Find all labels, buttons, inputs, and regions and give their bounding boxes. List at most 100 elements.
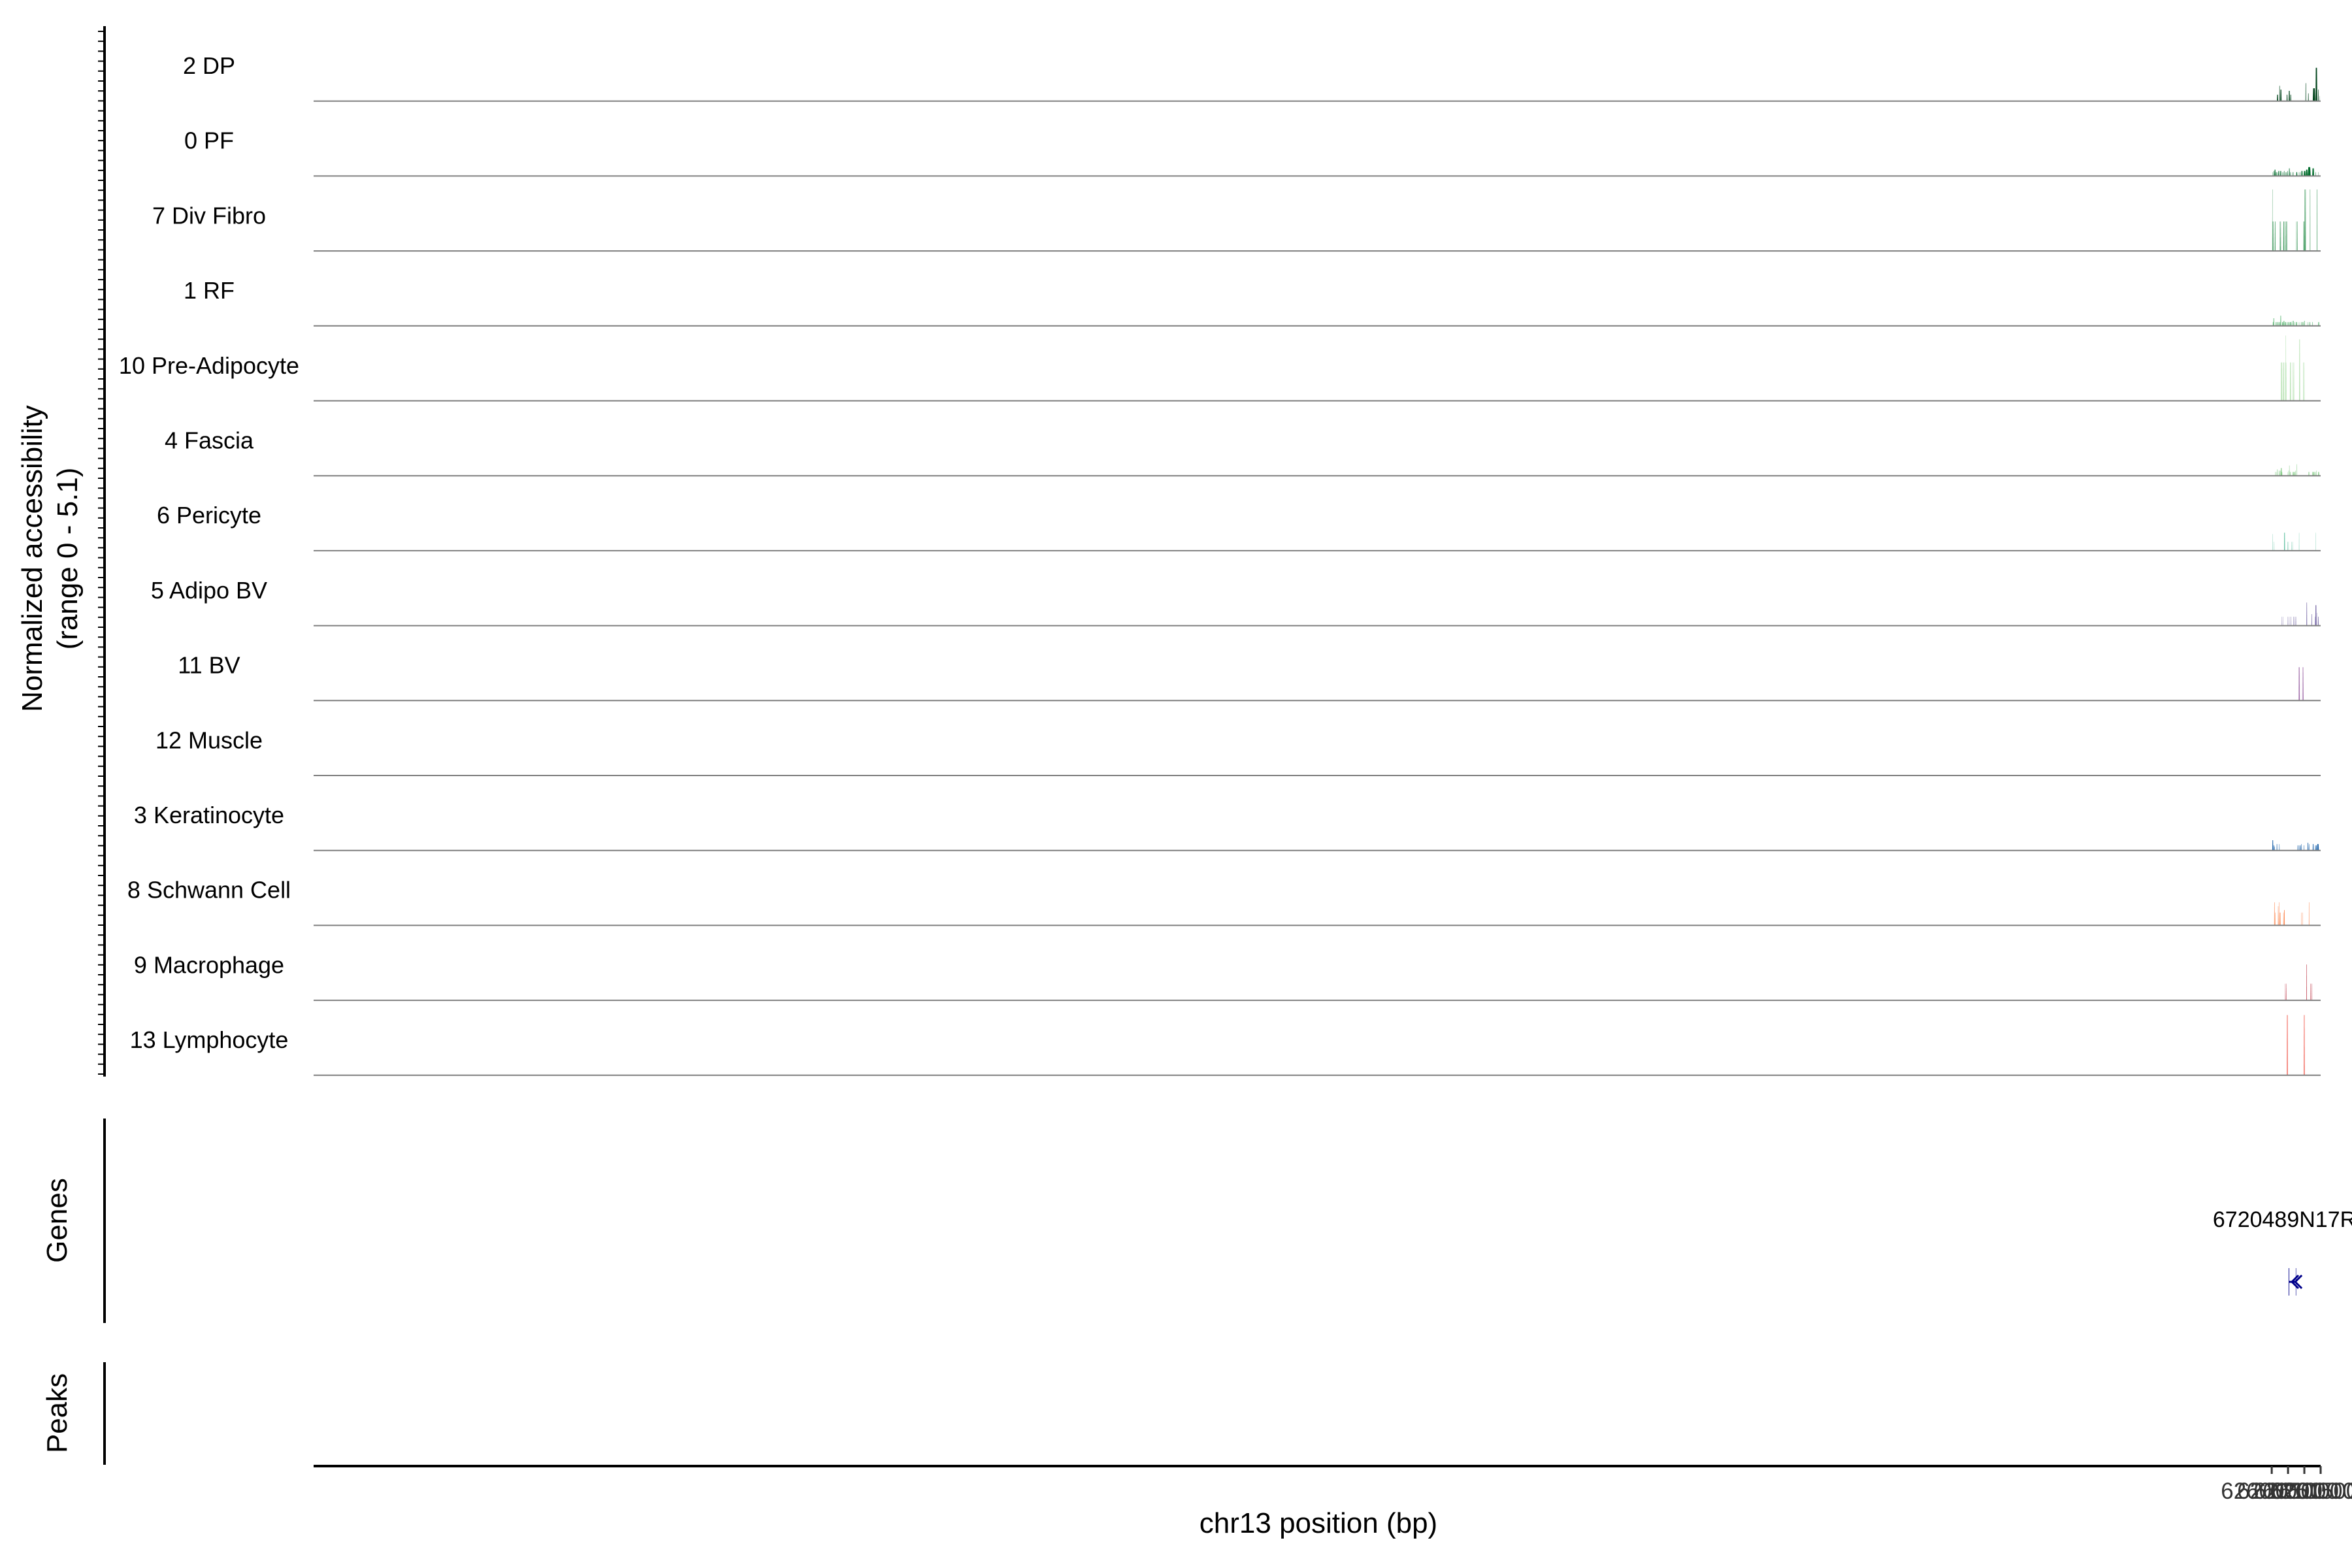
- coverage-peak: [2304, 362, 2305, 401]
- coverage-peak: [2280, 316, 2281, 326]
- coverage-peak: [2294, 616, 2295, 626]
- coverage-peak: [2281, 472, 2283, 476]
- coverage-peak: [2295, 470, 2296, 476]
- track-label: 13 Lymphocyte: [130, 1026, 289, 1053]
- coverage-peak: [2278, 171, 2279, 176]
- coverage-peak: [2279, 321, 2281, 326]
- x-axis-title: chr13 position (bp): [1200, 1507, 1437, 1539]
- coverage-peak: [2310, 189, 2311, 252]
- coverage-peak: [2287, 171, 2289, 176]
- coverage-peak: [2299, 339, 2300, 401]
- track-label: 12 Muscle: [155, 727, 263, 753]
- coverage-peak: [2277, 469, 2278, 476]
- coverage-peak: [2309, 472, 2310, 476]
- track-label: 2 DP: [183, 52, 235, 79]
- coverage-peak: [2304, 171, 2306, 176]
- coverage-peak: [2296, 172, 2298, 176]
- coverage-peak: [2277, 94, 2278, 101]
- coverage-peak: [2279, 470, 2281, 476]
- coverage-peak: [2274, 902, 2275, 926]
- coverage-peak: [2315, 605, 2317, 626]
- coverage-peak: [2316, 470, 2317, 476]
- coverage-peak: [2283, 171, 2285, 176]
- coverage-peak: [2279, 912, 2280, 926]
- coverage-peak: [2278, 321, 2279, 326]
- coverage-peak: [2272, 534, 2273, 551]
- coverage-peak: [2308, 843, 2310, 851]
- track-label: 1 RF: [184, 277, 235, 304]
- coverage-peak: [2280, 171, 2281, 176]
- coverage-peak: [2315, 172, 2316, 176]
- coverage-peak: [2283, 362, 2285, 401]
- coverage-peak: [2285, 321, 2287, 326]
- coverage-peak: [2279, 171, 2280, 176]
- track-label: 7 Div Fibro: [152, 202, 266, 229]
- coverage-peak: [2283, 321, 2285, 326]
- track-label: 8 Schwann Cell: [127, 877, 291, 904]
- coverage-peak: [2317, 90, 2319, 101]
- coverage-peak: [2312, 321, 2313, 326]
- y-axis-title-line1: Normalized accessibility: [16, 405, 48, 711]
- gene-strand-arrow: [2290, 1274, 2300, 1290]
- coverage-peak: [2278, 906, 2279, 926]
- coverage-peak: [2301, 912, 2302, 926]
- track-label: 4 Fascia: [165, 427, 254, 454]
- coverage-peak: [2291, 616, 2292, 626]
- coverage-peak: [2290, 472, 2291, 476]
- coverage-peak: [2281, 362, 2283, 401]
- track-label: 6 Pericyte: [157, 502, 261, 529]
- coverage-peak: [2286, 362, 2287, 401]
- gene-strand-arrow: [2294, 1274, 2303, 1290]
- coverage-peak: [2293, 472, 2294, 476]
- coverage-peak: [2272, 221, 2274, 252]
- coverage-peak: [2276, 172, 2277, 176]
- coverage-peak: [2303, 321, 2304, 326]
- gene-track: 6720489N17Rik: [2213, 1207, 2352, 1296]
- coverage-peak: [2298, 532, 2300, 551]
- coverage-peak: [2283, 912, 2284, 926]
- coverage-peak: [2274, 846, 2276, 851]
- coverage-peak: [2304, 221, 2305, 252]
- coverage-peak: [2289, 362, 2291, 401]
- coverage-peak: [2293, 172, 2294, 176]
- coverage-peak: [2311, 983, 2312, 1001]
- track-label: 9 Macrophage: [134, 951, 284, 978]
- coverage-peak: [2289, 465, 2290, 476]
- x-tick-label: 62600000: [2221, 1478, 2323, 1504]
- coverage-peak: [2296, 321, 2297, 326]
- coverage-peak: [2302, 667, 2303, 701]
- coverage-peak: [2293, 362, 2294, 401]
- coverage-peak: [2285, 172, 2286, 176]
- coverage-peak: [2296, 221, 2297, 252]
- coverage-peak: [2272, 840, 2274, 851]
- coverage-peak: [2285, 983, 2287, 1001]
- coverage-peak: [2302, 322, 2303, 326]
- coverage-peak: [2308, 902, 2310, 926]
- coverage-peak: [2319, 472, 2320, 476]
- coverage-peak: [2282, 321, 2283, 326]
- coverage-peak: [2303, 667, 2304, 701]
- track-label: 3 Keratinocyte: [134, 802, 284, 828]
- coverage-peak: [2308, 93, 2309, 101]
- coverage-peak: [2301, 171, 2303, 176]
- coverage-peak: [2287, 542, 2288, 551]
- coverage-peak: [2297, 221, 2298, 252]
- coverage-peak: [2274, 542, 2275, 551]
- coverage-peak: [2279, 912, 2281, 926]
- coverage-peak: [2304, 1015, 2305, 1075]
- coverage-peak: [2285, 983, 2286, 1001]
- x-tick-label: 62615000: [2270, 1478, 2352, 1504]
- coverage-peak: [2312, 168, 2314, 176]
- coverage-peak: [2285, 335, 2287, 401]
- coverage-peak: [2304, 189, 2306, 252]
- coverage-peak: [2299, 845, 2300, 851]
- coverage-peak: [2317, 843, 2319, 851]
- coverage-peak: [2315, 67, 2317, 101]
- coverage-peak: [2317, 616, 2319, 626]
- coverage-peak: [2293, 321, 2294, 326]
- coverage-peak: [2276, 321, 2278, 326]
- coverage-peak: [2293, 616, 2295, 626]
- coverage-peak: [2287, 321, 2289, 326]
- track-label: 5 Adipo BV: [151, 577, 267, 604]
- coverage-peak: [2286, 221, 2287, 252]
